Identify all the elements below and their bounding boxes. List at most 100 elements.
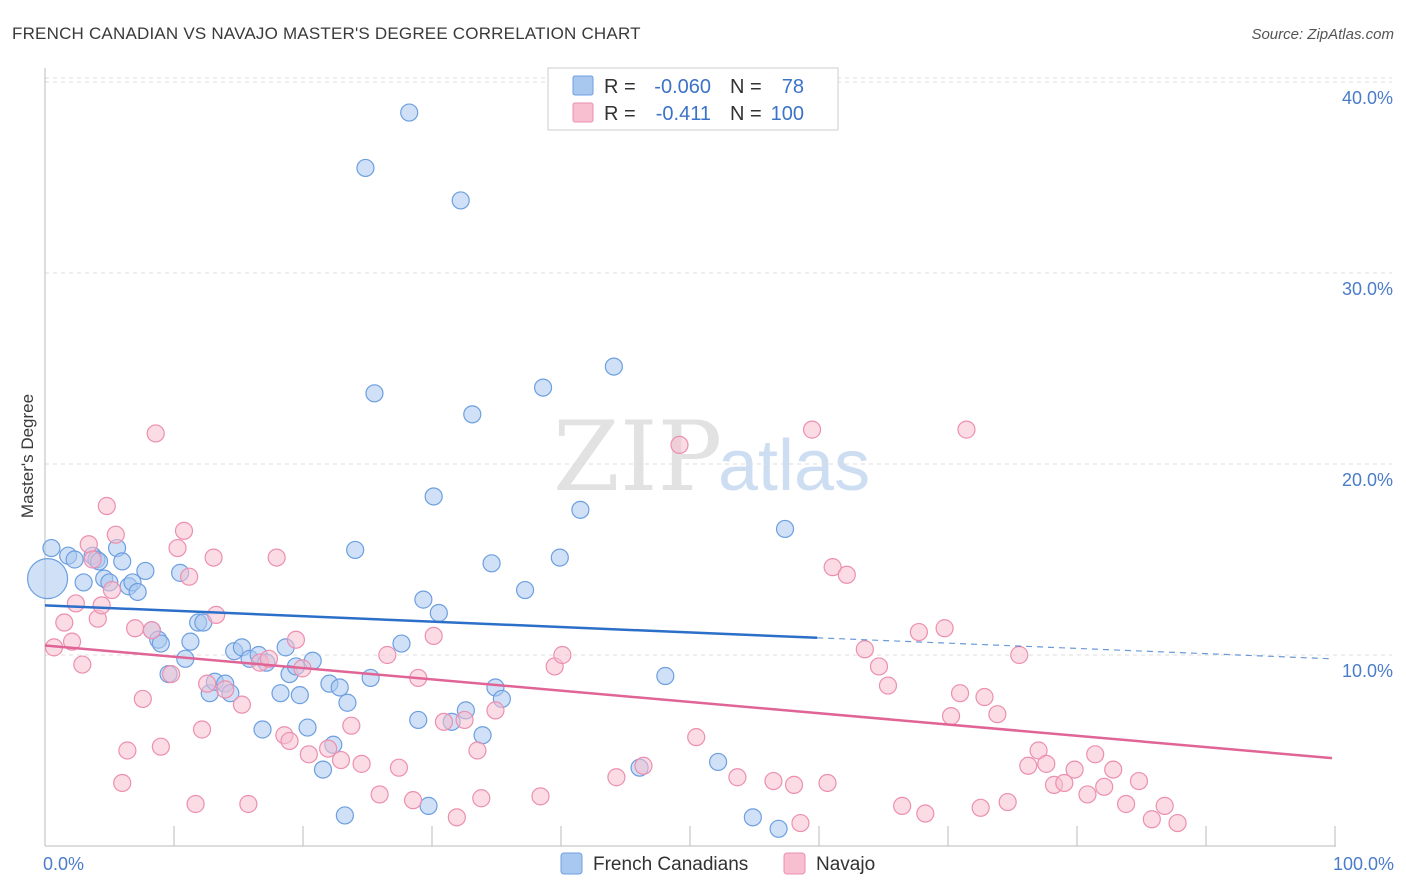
navajo-point [267, 548, 286, 567]
navajo-point [1129, 771, 1149, 791]
navajo-point [837, 565, 856, 584]
navajo-point [133, 689, 152, 709]
french-canadians-point [743, 808, 762, 827]
navajo-point [146, 424, 165, 443]
navajo-point [207, 605, 226, 624]
watermark-zip: ZIP [553, 401, 722, 513]
navajo-point [125, 619, 145, 638]
navajo-point [299, 745, 318, 764]
legend-box [547, 67, 839, 131]
french-canadians-point [42, 538, 61, 558]
navajo-point [855, 640, 874, 659]
navajo-point [239, 794, 258, 814]
navajo-point [352, 754, 371, 773]
navajo-point [162, 664, 181, 684]
navajo-point [607, 768, 626, 787]
navajo-point [1019, 756, 1038, 775]
bottom-legend-label-french-canadians: French Canadians [593, 854, 748, 875]
navajo-point [818, 773, 837, 793]
french-canadians-point [253, 720, 272, 739]
navajo-point [878, 676, 898, 695]
legend-r-value-2: -0.411 [656, 103, 711, 125]
navajo-point [1055, 773, 1074, 793]
series-legend: French Canadians Navajo [560, 852, 875, 875]
french-canadians-point [136, 561, 155, 581]
navajo-point [192, 720, 212, 739]
y-tick-label-20: 20.0% [1342, 470, 1393, 490]
bottom-legend-swatch-french-canadians [560, 852, 583, 875]
navajo-point [174, 521, 194, 540]
navajo-point [941, 707, 961, 726]
french-canadians-point [346, 540, 365, 560]
navajo-point [113, 773, 132, 793]
navajo-point [434, 712, 454, 731]
navajo-point [486, 701, 505, 720]
french-canadians-point [463, 405, 482, 424]
navajo-point [92, 596, 111, 615]
navajo-point [957, 420, 976, 439]
axes [44, 68, 1336, 847]
bottom-legend-swatch-navajo [783, 852, 806, 875]
watermark: ZIP atlas [553, 401, 870, 513]
navajo-point [472, 789, 491, 808]
legend-n-label-1: N = [730, 76, 762, 98]
french-canadians-point [26, 557, 69, 600]
navajo-point [447, 808, 466, 827]
trend-lines [44, 604, 1333, 760]
navajo-point [455, 710, 474, 730]
navajo-point [286, 630, 306, 649]
navajo-point [728, 768, 747, 787]
navajo-point [634, 756, 653, 775]
navajo-point [142, 621, 161, 640]
french-canadians-point [128, 582, 147, 602]
legend-swatch-french-canadians [572, 75, 594, 96]
navajo-point [869, 657, 889, 676]
navajo-point [186, 794, 205, 814]
y-axis-label: Master's Degree [18, 394, 37, 518]
french-canadians-point [361, 668, 380, 688]
chart-title: FRENCH CANADIAN VS NAVAJO MASTER'S DEGRE… [12, 24, 641, 43]
trend-line-navajo [44, 644, 1333, 760]
french-canadians-point [409, 710, 428, 730]
french-canadians-point [414, 590, 433, 609]
navajo-point [106, 525, 125, 544]
y-tick-labels: 10.0% 20.0% 30.0% 40.0% [1342, 88, 1393, 681]
navajo-point [988, 705, 1007, 724]
navajo-point [204, 548, 223, 567]
french-canadians-point [769, 819, 788, 838]
navajo-point [389, 758, 409, 777]
navajo-point [168, 538, 187, 558]
navajo-point [998, 792, 1017, 812]
french-canadians-point [392, 634, 411, 653]
french-canadians-point [313, 760, 333, 779]
french-canadians-point [419, 796, 438, 815]
navajo-point [1142, 810, 1161, 829]
navajo-point [909, 622, 928, 642]
navajo-point [378, 645, 397, 665]
french-canadians-point [271, 684, 290, 703]
navajo-point [823, 558, 842, 577]
navajo-point [764, 771, 783, 791]
navajo-point [180, 567, 199, 586]
navajo-point [62, 632, 82, 651]
navajo-point [802, 420, 822, 439]
navajo-point [1104, 760, 1123, 779]
navajo-point [83, 550, 102, 569]
navajo-point [1095, 777, 1114, 796]
navajo-point [670, 435, 689, 454]
navajo-point [1078, 785, 1097, 804]
navajo-point [342, 716, 361, 735]
navajo-point [1116, 794, 1136, 814]
french-canadians-point [365, 384, 384, 403]
grid-lines [45, 77, 1392, 656]
navajo-point [935, 619, 954, 638]
navajo-point [424, 626, 443, 646]
navajo-point [1010, 645, 1029, 665]
french-canadians-point [400, 103, 419, 122]
french-canadians-point [571, 500, 590, 519]
navajo-point [893, 796, 912, 815]
french-canadians-point [429, 603, 448, 623]
watermark-atlas: atlas [718, 426, 870, 506]
legend-r-label-2: R = [604, 103, 636, 125]
